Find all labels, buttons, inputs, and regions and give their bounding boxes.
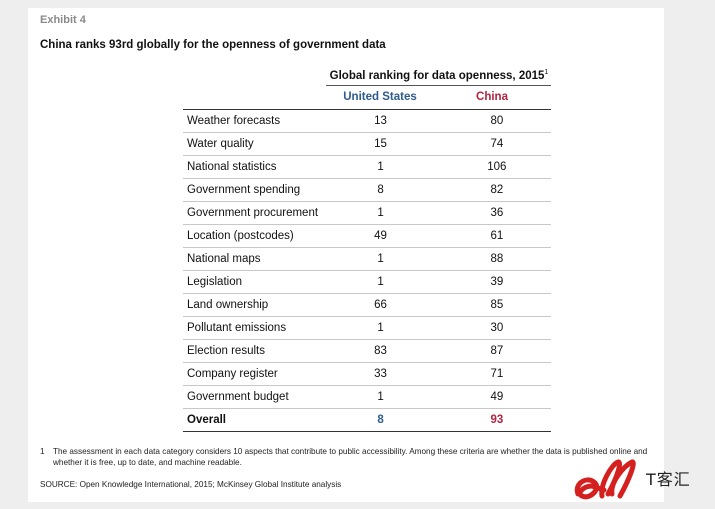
table-row: National statistics 1 106 [183, 155, 551, 179]
table-row: Government budget 1 49 [183, 385, 551, 409]
column-gap [434, 270, 443, 294]
footnote-marker: 1 [544, 69, 549, 76]
row-category: National statistics [183, 155, 327, 179]
footnote-text: The assessment in each data category con… [53, 447, 648, 467]
rank-united-states: 13 [326, 109, 435, 133]
row-category: Overall [183, 408, 327, 432]
rank-china: 93 [442, 408, 551, 432]
rank-china: 88 [442, 247, 551, 271]
row-category: Government procurement [183, 201, 327, 225]
table-row: Location (postcodes) 49 61 [183, 224, 551, 248]
rank-china: 36 [442, 201, 551, 225]
table-row: Election results 83 87 [183, 339, 551, 363]
watermark-text: T客汇 [646, 470, 691, 489]
column-gap [434, 293, 443, 317]
rank-china: 30 [442, 316, 551, 340]
column-gap [434, 316, 443, 340]
ranking-table-body: Weather forecasts 13 80 Water quality 15 74 Na… [183, 109, 551, 432]
rank-united-states: 83 [326, 339, 435, 363]
footnote-number: 1 [40, 447, 45, 456]
rank-united-states: 49 [326, 224, 435, 248]
chart-title: China ranks 93rd globally for the openne… [40, 39, 386, 51]
rank-united-states: 8 [326, 408, 435, 432]
row-category: Legislation [183, 270, 327, 294]
table-row: Government spending 8 82 [183, 178, 551, 202]
rank-united-states: 8 [326, 178, 435, 202]
rank-united-states: 66 [326, 293, 435, 317]
exhibit-label: Exhibit 4 [40, 14, 86, 26]
rank-china: 82 [442, 178, 551, 202]
column-header-china: China [476, 91, 508, 103]
rank-china: 74 [442, 132, 551, 156]
column-gap [434, 247, 443, 271]
row-category: Government budget [183, 385, 327, 409]
column-gap [434, 132, 443, 156]
ranking-table: Weather forecasts 13 80 Water quality 15 74 Na… [183, 109, 551, 432]
rank-united-states: 1 [326, 385, 435, 409]
rank-china: 39 [442, 270, 551, 294]
column-gap [434, 339, 443, 363]
row-category: National maps [183, 247, 327, 271]
footnote: 1 The assessment in each data category c… [40, 446, 660, 468]
rank-united-states: 15 [326, 132, 435, 156]
row-category: Weather forecasts [183, 109, 327, 133]
rank-china: 71 [442, 362, 551, 386]
row-category: Location (postcodes) [183, 224, 327, 248]
rank-china: 87 [442, 339, 551, 363]
column-gap [434, 201, 443, 225]
source-note: SOURCE: Open Knowledge International, 20… [40, 480, 342, 489]
rank-china: 80 [442, 109, 551, 133]
rank-united-states: 1 [326, 201, 435, 225]
table-row: Weather forecasts 13 80 [183, 109, 551, 133]
rank-united-states: 33 [326, 362, 435, 386]
column-gap [434, 408, 443, 432]
rank-china: 49 [442, 385, 551, 409]
row-category: Land ownership [183, 293, 327, 317]
column-gap [434, 362, 443, 386]
column-gap [434, 178, 443, 202]
column-header-united-states: United States [343, 91, 417, 103]
column-group-header: Global ranking for data openness, 20151 [327, 69, 551, 82]
row-category: Water quality [183, 132, 327, 156]
table-row: Company register 33 71 [183, 362, 551, 386]
column-gap [434, 109, 443, 133]
rank-united-states: 1 [326, 247, 435, 271]
row-category: Pollutant emissions [183, 316, 327, 340]
table-row: Government procurement 1 36 [183, 201, 551, 225]
overall-row: Overall 8 93 [183, 408, 551, 432]
watermark-logo-icon [574, 459, 636, 500]
rank-united-states: 1 [326, 316, 435, 340]
column-group-label: Global ranking for data openness, 2015 [329, 69, 545, 82]
rank-china: 85 [442, 293, 551, 317]
row-category: Company register [183, 362, 327, 386]
table-row: Pollutant emissions 1 30 [183, 316, 551, 340]
table-row: Water quality 15 74 [183, 132, 551, 156]
column-gap [434, 155, 443, 179]
exhibit-page: Exhibit 4 China ranks 93rd globally for … [28, 8, 664, 502]
rank-united-states: 1 [326, 155, 435, 179]
table-row: National maps 1 88 [183, 247, 551, 271]
rank-china: 61 [442, 224, 551, 248]
column-group-rule [326, 85, 551, 86]
row-category: Government spending [183, 178, 327, 202]
rank-china: 106 [442, 155, 551, 179]
table-row: Land ownership 66 85 [183, 293, 551, 317]
rank-united-states: 1 [326, 270, 435, 294]
table-row: Legislation 1 39 [183, 270, 551, 294]
column-gap [434, 385, 443, 409]
row-category: Election results [183, 339, 327, 363]
column-gap [434, 224, 443, 248]
